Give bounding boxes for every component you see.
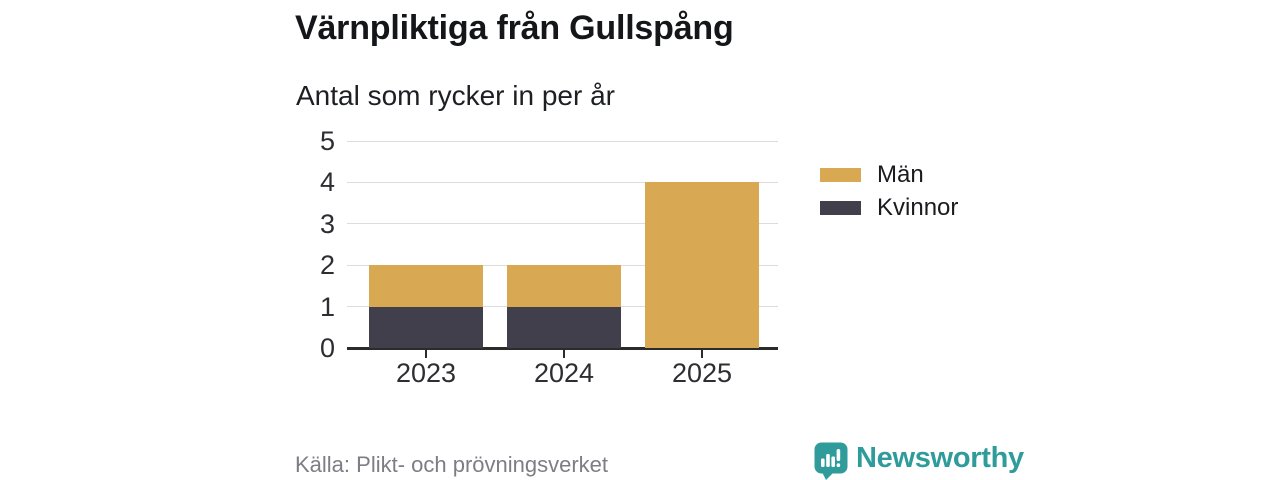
y-axis-tick-label: 2 <box>319 250 335 281</box>
bar-2024-kvinnor <box>507 306 621 348</box>
y-axis-tick-label: 0 <box>319 333 335 363</box>
legend-swatch-kvinnor <box>820 200 861 215</box>
legend-item-män: Män <box>820 160 958 189</box>
brand-name: Newsworthy <box>856 442 1024 474</box>
legend-label: Kvinnor <box>877 193 959 221</box>
chart-legend: Män Kvinnor <box>820 160 958 222</box>
x-axis-tick <box>701 350 703 358</box>
x-axis-tick <box>425 350 427 358</box>
y-axis-tick-label: 4 <box>319 167 335 198</box>
x-axis-line <box>347 347 778 350</box>
y-axis-tick-label: 3 <box>319 208 335 239</box>
chart-subtitle: Antal som rycker in per år <box>296 80 615 111</box>
bar-2025-män <box>645 182 759 348</box>
legend-swatch-män <box>820 167 861 182</box>
y-axis-tick-label: 1 <box>319 291 335 322</box>
source-note: Källa: Plikt- och prövningsverket <box>295 452 609 477</box>
x-axis-label-2025: 2025 <box>671 358 733 388</box>
x-axis-label-2023: 2023 <box>395 358 457 388</box>
bar-2023-kvinnor <box>369 306 483 348</box>
gridline-y4 <box>347 181 778 183</box>
gridline-y2 <box>347 264 778 266</box>
gridline-y5 <box>347 140 778 142</box>
gridline-y3 <box>347 223 778 225</box>
y-axis-tick-label: 5 <box>319 126 335 156</box>
bar-2023-män <box>369 265 483 307</box>
bar-2024-män <box>507 265 621 307</box>
newsworthy-brand-link[interactable]: Newsworthy <box>814 442 1024 480</box>
legend-item-kvinnor: Kvinnor <box>820 193 958 222</box>
plot-area <box>347 140 778 350</box>
x-axis-label-2024: 2024 <box>533 358 595 388</box>
newsworthy-logo-icon <box>814 442 848 480</box>
legend-label: Män <box>877 160 924 188</box>
chart-title: Värnpliktiga från Gullspång <box>295 9 734 47</box>
x-axis-tick <box>563 350 565 358</box>
